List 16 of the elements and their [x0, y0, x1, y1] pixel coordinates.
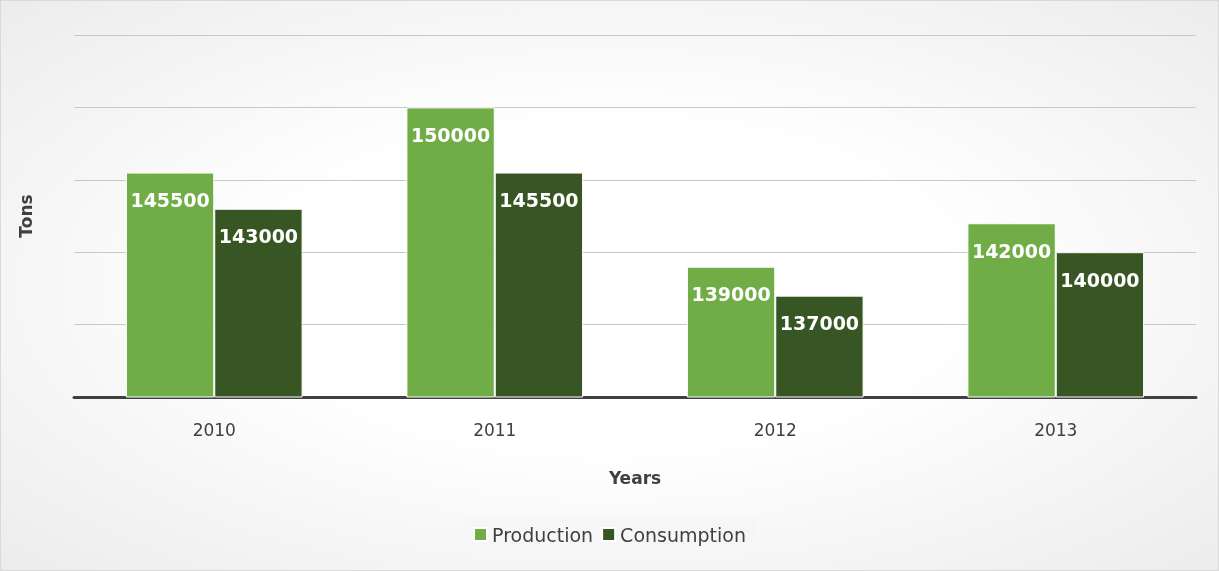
data-label: 142000	[971, 239, 1052, 262]
x-tick-label: 2013	[1034, 419, 1078, 440]
data-label: 137000	[779, 312, 860, 335]
data-label: 140000	[1060, 268, 1140, 291]
x-axis-title: Years	[607, 467, 662, 488]
data-label: 150000	[410, 123, 491, 146]
data-label: 145500	[130, 189, 210, 212]
data-label: 139000	[691, 283, 771, 306]
y-axis-title: Tons	[15, 194, 36, 238]
x-tick-label: 2010	[192, 419, 236, 440]
legend-label: Production	[492, 523, 594, 546]
x-tick-label: 2012	[753, 419, 797, 440]
legend-label: Consumption	[620, 523, 746, 546]
x-tick-label: 2011	[473, 419, 517, 440]
data-label: 143000	[218, 225, 299, 248]
data-label: 145500	[499, 189, 579, 212]
